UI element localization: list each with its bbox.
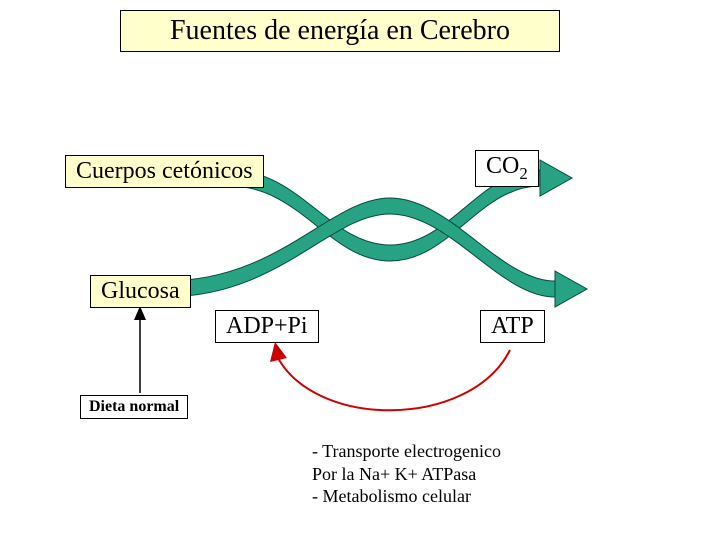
node-adp-pi: ADP+Pi [215, 310, 319, 343]
arrowhead-dieta-to-glucosa [134, 306, 146, 320]
node-co2: CO2 [475, 150, 539, 187]
arrowhead-cuerpos-to-co2 [540, 160, 572, 196]
node-dieta-normal: Dieta normal [80, 395, 188, 419]
arc-atp-to-adp [275, 350, 510, 410]
notes-bullets: - Transporte electrogenico Por la Na+ K+… [312, 440, 501, 508]
node-atp: ATP [480, 310, 545, 343]
arrow-glucosa-forward [165, 198, 555, 297]
arrowhead-atp-to-adp [270, 342, 287, 362]
diagram-title: Fuentes de energía en Cerebro [120, 10, 560, 52]
node-cuerpos-cetonicos: Cuerpos cetónicos [65, 155, 264, 188]
node-glucosa: Glucosa [90, 275, 191, 308]
arrowhead-glucosa-forward [555, 271, 587, 307]
